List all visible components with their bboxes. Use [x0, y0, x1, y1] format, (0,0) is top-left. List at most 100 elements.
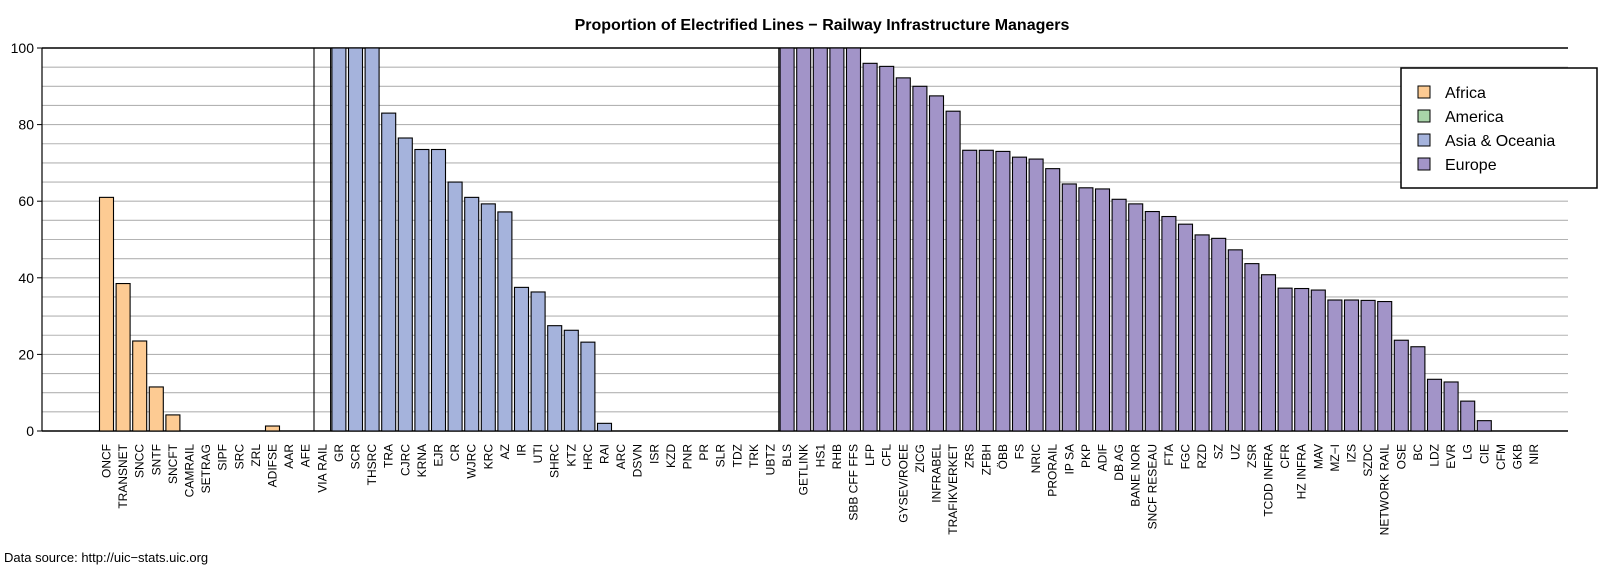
x-tick-label: RHB: [830, 444, 844, 469]
bar: [596, 422, 613, 432]
x-tick-label: SNCFT: [166, 443, 180, 484]
bar: [1360, 299, 1376, 432]
bar: [1161, 215, 1177, 432]
chart-title: Proportion of Electrified Lines − Railwa…: [575, 17, 1070, 34]
x-tick-label: SHRC: [548, 444, 562, 478]
x-tick-label: TCDD INFRA: [1262, 444, 1276, 517]
x-tick-label: TRA: [382, 444, 396, 468]
y-tick-label: 100: [11, 40, 35, 56]
x-tick-label: TDZ: [730, 444, 744, 467]
x-tick-label: INFRABEL: [930, 444, 944, 503]
legend-label: America: [1445, 109, 1504, 126]
bar: [879, 65, 895, 432]
x-tick-label: CFR: [1278, 444, 1292, 469]
bar: [347, 47, 364, 432]
y-tick-label: 20: [18, 346, 34, 362]
bar: [331, 47, 347, 432]
legend-label: Europe: [1445, 157, 1497, 174]
bar: [165, 414, 181, 432]
legend-swatch: [1417, 133, 1431, 147]
bar: [895, 77, 911, 432]
x-tick-label: DB AG: [1112, 444, 1126, 481]
bar: [1194, 234, 1210, 432]
bar: [1327, 299, 1343, 432]
x-tick-label: SNTF: [149, 444, 163, 475]
x-tick-label: ISR: [647, 444, 661, 464]
x-tick-label: HZ INFRA: [1295, 444, 1309, 499]
x-tick-label: KRC: [481, 444, 495, 470]
legend-box: [1400, 67, 1598, 189]
bar: [264, 425, 281, 432]
x-tick-label: SLR: [714, 444, 728, 468]
bar: [1177, 223, 1194, 432]
x-tick-label: ZRS: [963, 444, 977, 468]
x-tick-label: LG: [1461, 444, 1475, 460]
x-tick-label: CR: [448, 444, 462, 462]
bar: [1094, 188, 1111, 432]
bar: [447, 181, 463, 432]
x-tick-label: THSRC: [365, 444, 379, 486]
bar: [912, 85, 928, 432]
x-tick-label: PRORAIL: [1046, 444, 1060, 497]
bar: [563, 329, 579, 432]
bar: [480, 203, 496, 432]
x-tick-label: ADIF: [1096, 444, 1110, 471]
bar: [115, 282, 131, 432]
bar: [464, 196, 480, 432]
x-tick-label: OSE: [1394, 444, 1408, 469]
x-tick-label: SRC: [232, 444, 246, 470]
x-tick-label: ARC: [614, 444, 628, 470]
x-tick-label: SNCC: [133, 444, 147, 478]
bar: [978, 149, 994, 432]
legend-swatch: [1417, 109, 1431, 123]
bar: [364, 47, 380, 432]
bar: [98, 196, 115, 432]
x-tick-label: PKP: [1079, 444, 1093, 468]
bar: [530, 291, 546, 432]
x-tick-label: KTZ: [564, 444, 578, 467]
x-tick-label: SNCF RESEAU: [1145, 444, 1159, 529]
legend: Africa America Asia & Oceania Europe: [1400, 67, 1598, 189]
x-tick-label: ZFBH: [979, 444, 993, 475]
x-tick-label: ONCF: [100, 444, 114, 478]
x-tick-label: IP SA: [1062, 444, 1076, 474]
bar: [1260, 274, 1277, 432]
x-tick-label: KZD: [664, 444, 678, 468]
x-tick-label: MAV: [1311, 444, 1325, 469]
bar: [1460, 400, 1476, 432]
x-tick-label: SCR: [349, 444, 363, 470]
bar: [1244, 263, 1260, 432]
bar: [580, 341, 596, 432]
x-tick-label: VIA RAIL: [315, 444, 329, 493]
x-tick-label: UTI: [531, 444, 545, 463]
bar: [132, 340, 148, 432]
bar: [962, 149, 978, 432]
x-tick-label: NIR: [1527, 444, 1541, 465]
bar: [1476, 420, 1492, 432]
x-tick-label: PR: [697, 444, 711, 461]
bar: [796, 47, 812, 432]
bars: [98, 47, 1492, 432]
bar: [829, 47, 845, 432]
x-tick-label: WJRC: [465, 444, 479, 479]
x-tick-label: NETWORK RAIL: [1378, 444, 1392, 536]
bar: [1111, 198, 1127, 432]
x-tick-label: UBTZ: [764, 444, 778, 475]
x-tick-label: TRANSNET: [116, 443, 130, 508]
legend-label: Africa: [1445, 85, 1486, 102]
x-axis-labels: ONCF TRANSNET SNCC SNTF SNCFT CAMRAIL SETRAG SI…: [100, 443, 1542, 535]
x-tick-label: BANE NOR: [1129, 444, 1143, 507]
data-source-note: Data source: http://uic−stats.uic.org: [4, 550, 209, 565]
x-tick-label: AFE: [299, 444, 313, 467]
x-tick-label: RZD: [1195, 444, 1209, 469]
bar: [1078, 187, 1094, 432]
bar: [862, 62, 878, 432]
bar: [1227, 249, 1243, 432]
y-tick-label: 0: [26, 423, 34, 439]
bar: [430, 148, 447, 432]
x-tick-label: EVR: [1444, 444, 1458, 469]
x-tick-label: FGC: [1179, 444, 1193, 470]
bar: [1011, 156, 1028, 432]
bar: [1294, 287, 1310, 432]
